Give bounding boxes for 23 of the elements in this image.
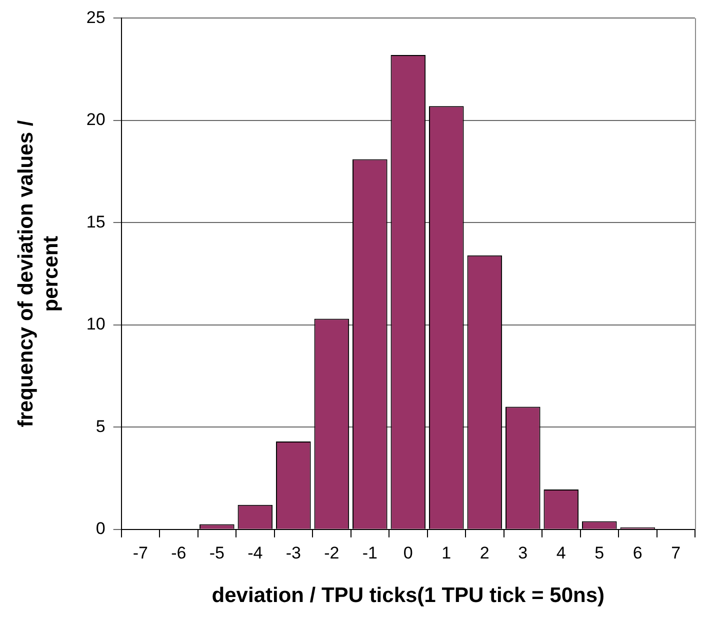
x-tick-label: 3 [518,543,528,562]
x-tick-label: 5 [594,543,604,562]
x-tick-label: -7 [132,543,148,562]
y-tick-label: 15 [86,212,106,232]
x-tick-label: 7 [671,543,681,562]
x-tick-label: 6 [632,543,642,562]
x-tick-label: 4 [556,543,566,562]
x-tick-label: 2 [480,543,490,562]
x-axis-title: deviation / TPU ticks(1 TPU tick = 50ns) [212,584,605,608]
x-tick-label: 0 [403,543,413,562]
y-tick-label: 10 [86,314,106,334]
x-tick-label: -1 [362,543,378,562]
y-tick-label: 25 [86,8,106,27]
x-tick-label: -2 [324,543,340,562]
y-tick-label: 20 [86,110,106,130]
x-tick-label: -6 [171,543,186,562]
x-tick-label: 1 [442,543,452,562]
x-tick-label: -4 [248,543,263,562]
y-tick-label: 5 [96,416,106,436]
y-tick-label: 0 [96,519,106,538]
x-tick-label: -5 [209,543,224,562]
y-axis-title: frequency of deviation values / percent [14,120,63,428]
x-tick-label: -3 [286,543,301,562]
